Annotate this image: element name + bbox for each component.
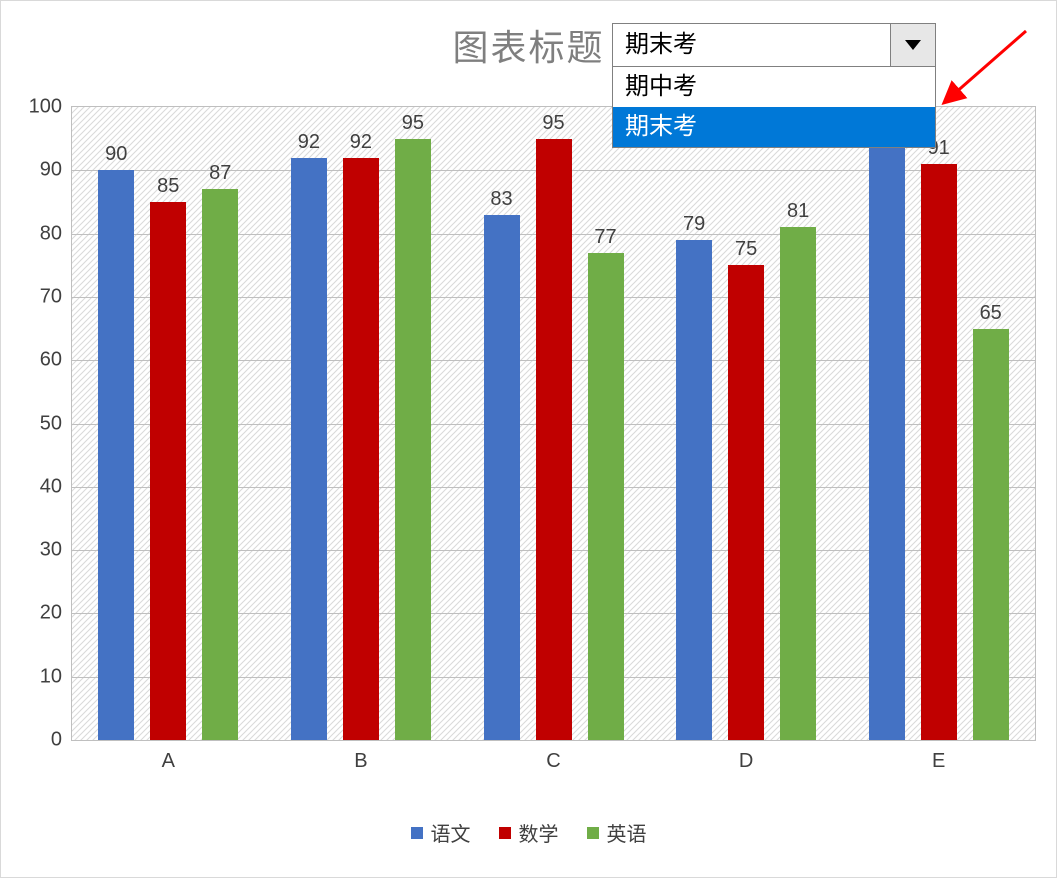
legend-swatch [587, 827, 599, 839]
bar-value-label: 65 [980, 302, 1002, 325]
x-tick-label: E [932, 750, 945, 773]
bar-value-label: 85 [157, 175, 179, 198]
exam-select-option[interactable]: 期中考 [613, 67, 935, 107]
bar: 83 [484, 215, 520, 740]
bar-value-label: 81 [787, 200, 809, 223]
bar: 77 [588, 253, 624, 740]
bar: 95 [536, 139, 572, 740]
chart-container: 图表标题 期末考 期中考期末考 [0, 0, 1057, 878]
bar-value-label: 95 [402, 112, 424, 135]
bar: 92 [343, 158, 379, 740]
y-tick-label: 40 [40, 475, 62, 498]
bar: 79 [676, 240, 712, 740]
y-tick-label: 90 [40, 159, 62, 182]
legend: 语文 数学 英语 [1, 818, 1056, 847]
x-tick-label: D [739, 750, 753, 773]
legend-swatch [499, 827, 511, 839]
legend-item: 数学 [499, 818, 559, 847]
y-tick-label: 100 [29, 96, 62, 119]
bar: 91 [921, 164, 957, 740]
x-tick-label: C [546, 750, 560, 773]
y-tick-label: 70 [40, 285, 62, 308]
y-tick-label: 50 [40, 412, 62, 435]
y-tick-label: 10 [40, 665, 62, 688]
bar: 75 [728, 265, 764, 740]
legend-swatch [411, 827, 423, 839]
legend-item: 语文 [411, 818, 471, 847]
bar: 85 [150, 202, 186, 740]
legend-label: 英语 [607, 818, 647, 847]
bar: 87 [202, 189, 238, 740]
x-tick-label: B [354, 750, 367, 773]
bars-layer: 908587929295839577797581959165 [72, 107, 1035, 740]
exam-select-list: 期中考期末考 [612, 67, 936, 148]
bar: 95 [869, 139, 905, 740]
bar-value-label: 79 [683, 213, 705, 236]
legend-label: 语文 [431, 818, 471, 847]
exam-select-box[interactable]: 期末考 [612, 23, 936, 67]
legend-label: 数学 [519, 818, 559, 847]
exam-select-value: 期末考 [613, 24, 890, 66]
x-tick-label: A [162, 750, 175, 773]
bar-value-label: 83 [490, 188, 512, 211]
bar: 65 [973, 329, 1009, 740]
exam-select-option[interactable]: 期末考 [613, 107, 935, 147]
bar-value-label: 90 [105, 143, 127, 166]
plot-area: 908587929295839577797581959165 010203040… [71, 106, 1036, 741]
bar-value-label: 92 [298, 131, 320, 154]
y-tick-label: 60 [40, 349, 62, 372]
exam-select-dropdown-button[interactable] [890, 24, 935, 66]
bar-value-label: 75 [735, 238, 757, 261]
bar: 81 [780, 227, 816, 740]
bar: 90 [98, 170, 134, 740]
bar: 95 [395, 139, 431, 740]
legend-item: 英语 [587, 818, 647, 847]
y-tick-label: 30 [40, 539, 62, 562]
bar-value-label: 77 [594, 226, 616, 249]
y-tick-label: 80 [40, 222, 62, 245]
exam-select: 期末考 期中考期末考 [612, 23, 936, 148]
bar: 92 [291, 158, 327, 740]
y-tick-label: 0 [51, 729, 62, 752]
chevron-down-icon [905, 40, 921, 50]
bar-value-label: 92 [350, 131, 372, 154]
bar-value-label: 87 [209, 162, 231, 185]
bar-value-label: 95 [542, 112, 564, 135]
y-tick-label: 20 [40, 602, 62, 625]
